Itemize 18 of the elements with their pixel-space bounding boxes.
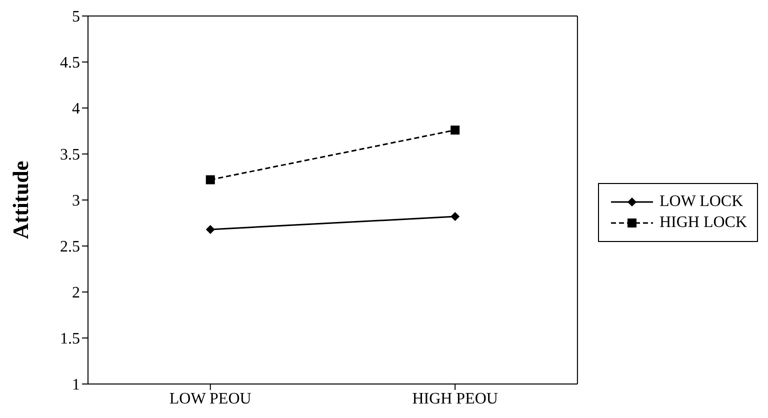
point [450,212,460,222]
y-tick-label: 1.5 [60,330,80,348]
point [450,126,460,135]
y-tick-label: 3 [72,192,80,210]
y-tick-label: 2 [72,284,80,302]
y-tick-label: 3.5 [60,146,80,164]
x-tick-label: HIGH PEOU [412,390,498,408]
legend-label: LOW LOCK [659,192,744,210]
legend-label: HIGH LOCK [659,214,747,232]
point [206,175,215,184]
y-tick-label: 5 [72,8,80,26]
point [206,224,215,234]
y-axis-title: Attitude [8,160,33,240]
y-tick-label: 2.5 [60,238,80,256]
y-tick-label: 1 [72,376,80,394]
y-tick-label: 4 [72,100,80,118]
y-tick-label: 4.5 [60,54,80,72]
x-tick-label: LOW PEOU [169,390,252,408]
